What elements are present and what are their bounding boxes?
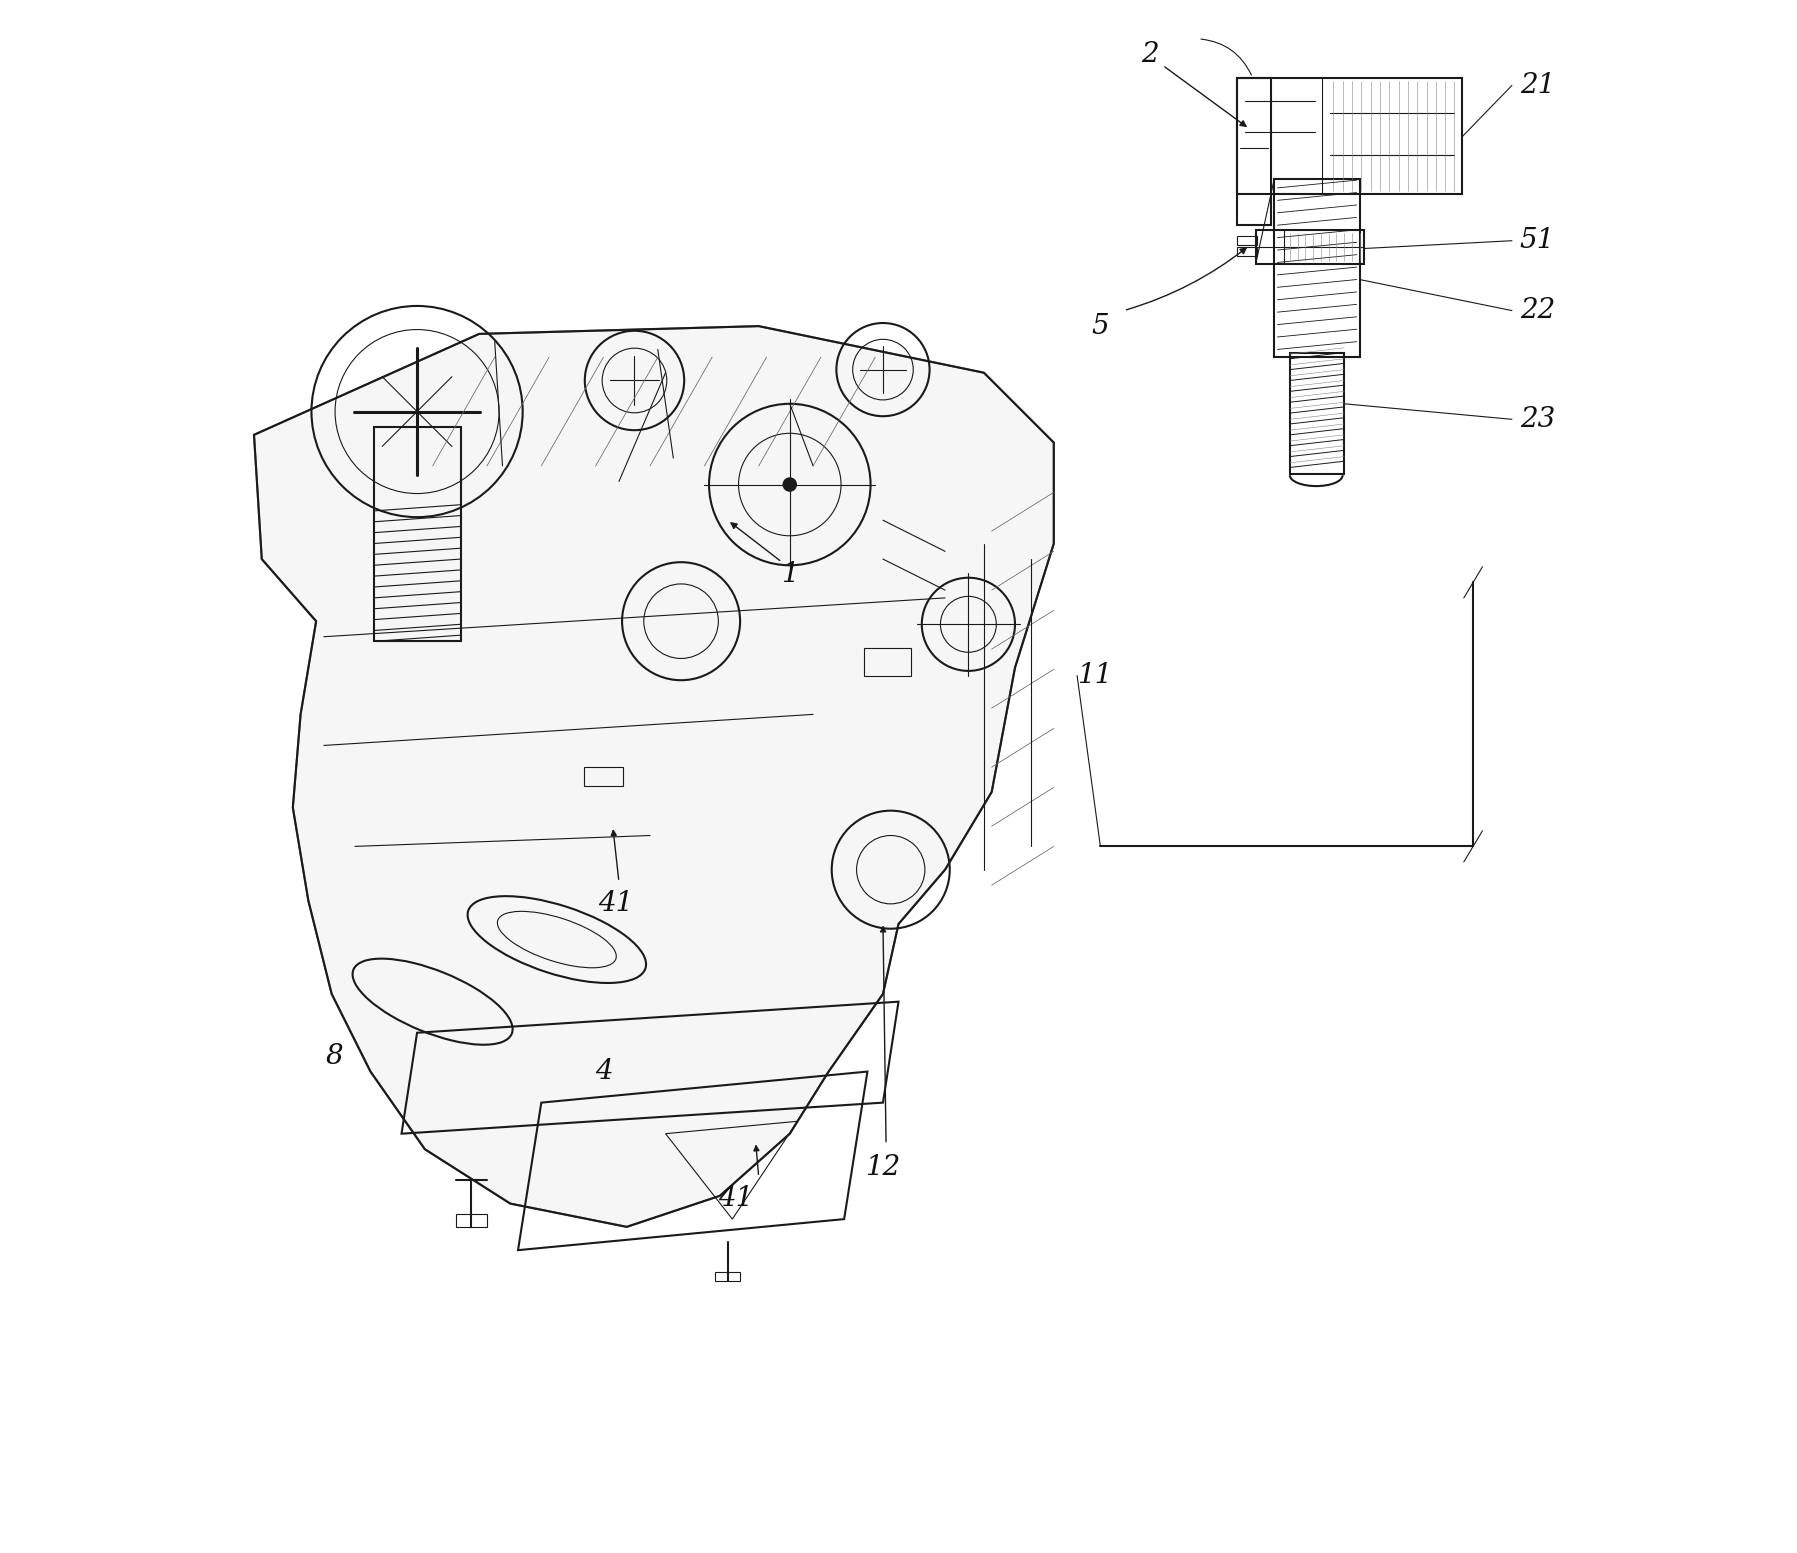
Bar xyxy=(715,1272,740,1281)
Polygon shape xyxy=(253,326,1053,1227)
Text: 4: 4 xyxy=(595,1058,613,1086)
Circle shape xyxy=(783,478,796,491)
Bar xyxy=(1274,179,1360,357)
Bar xyxy=(864,648,911,676)
Text: 23: 23 xyxy=(1520,405,1554,433)
Bar xyxy=(1236,78,1463,194)
Bar xyxy=(584,767,624,786)
Text: 41: 41 xyxy=(717,1185,753,1213)
Text: 11: 11 xyxy=(1076,662,1112,690)
Text: 1: 1 xyxy=(782,561,798,589)
Text: 12: 12 xyxy=(866,1154,900,1182)
Text: 22: 22 xyxy=(1520,297,1554,325)
Bar xyxy=(1290,353,1344,474)
Bar xyxy=(1236,78,1270,225)
Bar xyxy=(374,427,460,641)
Text: 5: 5 xyxy=(1091,312,1109,340)
Text: 51: 51 xyxy=(1520,227,1554,255)
Bar xyxy=(1236,247,1258,256)
Bar xyxy=(1256,230,1364,264)
Text: 8: 8 xyxy=(325,1042,343,1070)
Text: 2: 2 xyxy=(1141,40,1159,68)
Bar xyxy=(1236,236,1258,245)
Bar xyxy=(456,1214,487,1227)
Text: 41: 41 xyxy=(598,890,634,918)
Text: 21: 21 xyxy=(1520,71,1554,99)
